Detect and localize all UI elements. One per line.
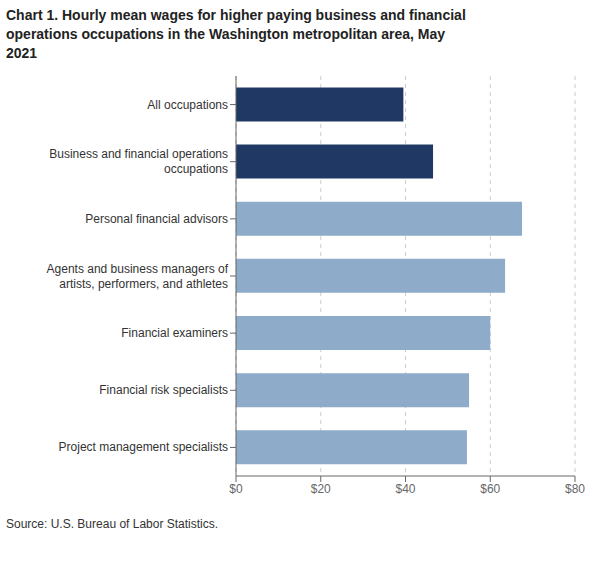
svg-text:$20: $20 — [311, 482, 331, 496]
svg-text:Financial examiners: Financial examiners — [121, 326, 228, 340]
svg-text:Personal financial advisors: Personal financial advisors — [85, 212, 228, 226]
svg-text:Financial risk specialists: Financial risk specialists — [99, 383, 228, 397]
html-text:Chart 1. Hourly mean wages for: Chart 1. Hourly mean wages for higher pa… — [6, 7, 466, 61]
svg-text:Business and financial operati: Business and financial operationsoccupat… — [49, 147, 228, 176]
svg-text:$80: $80 — [565, 482, 585, 496]
svg-text:Agents and business managers o: Agents and business managers ofartists, … — [47, 262, 229, 291]
html-text:Source: U.S. Bureau of Labor S: Source: U.S. Bureau of Labor Statistics. — [6, 517, 219, 531]
svg-text:$0: $0 — [229, 482, 243, 496]
svg-text:$60: $60 — [480, 482, 500, 496]
svg-text:$40: $40 — [395, 482, 415, 496]
svg-text:Project management specialists: Project management specialists — [59, 440, 228, 454]
svg-text:All occupations: All occupations — [147, 98, 228, 112]
